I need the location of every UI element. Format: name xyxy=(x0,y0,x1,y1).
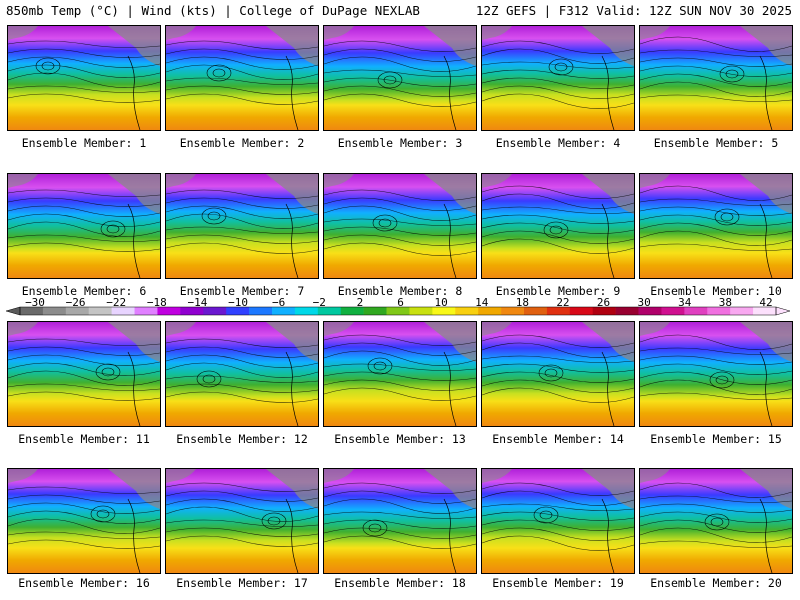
ensemble-member-map xyxy=(481,468,635,574)
ensemble-member-map xyxy=(323,468,477,574)
colorbar-swatch xyxy=(684,307,708,315)
run-valid-time: 12Z GEFS | F312 Valid: 12Z SUN NOV 30 20… xyxy=(475,3,792,18)
colorbar-tick-label: 34 xyxy=(678,296,692,309)
colorbar-swatch xyxy=(638,307,662,315)
ensemble-member-label: Ensemble Member: 8 xyxy=(337,284,463,298)
ensemble-member-map xyxy=(639,173,793,279)
colorbar-swatch xyxy=(272,307,296,315)
temperature-colorbar: −30 −26 −22 −18 −14 −10 −6 −2 2 6 10 14 18 22 26 30 34 38… xyxy=(5,296,791,316)
colorbar-swatch xyxy=(294,307,319,315)
colorbar-tick-label: 42 xyxy=(759,296,772,309)
ensemble-member-label: Ensemble Member: 2 xyxy=(179,136,305,150)
colorbar-tick-label: 22 xyxy=(556,296,569,309)
ensemble-member-map xyxy=(165,25,319,131)
ensemble-member-label: Ensemble Member: 18 xyxy=(334,576,466,590)
colorbar-tick-label: −2 xyxy=(313,296,326,309)
colorbar-tick-label: −26 xyxy=(66,296,86,309)
ensemble-member-label: Ensemble Member: 15 xyxy=(650,432,782,446)
ensemble-member-map xyxy=(323,25,477,131)
ensemble-member-label: Ensemble Member: 17 xyxy=(176,576,308,590)
ensemble-member-label: Ensemble Member: 11 xyxy=(18,432,150,446)
ensemble-member-map xyxy=(323,321,477,427)
ensemble-member-map xyxy=(7,173,161,279)
colorbar-swatch xyxy=(478,307,502,315)
colorbar-swatch xyxy=(546,307,571,315)
ensemble-member-map xyxy=(639,25,793,131)
ensemble-member-label: Ensemble Member: 16 xyxy=(18,576,150,590)
ensemble-member-map xyxy=(165,468,319,574)
ensemble-member-map xyxy=(323,173,477,279)
colorbar-swatch xyxy=(455,307,479,315)
colorbar-tick-label: 10 xyxy=(434,296,447,309)
colorbar-tick-label: −30 xyxy=(25,296,45,309)
ensemble-member-map xyxy=(639,321,793,427)
colorbar-tick-label: 2 xyxy=(357,296,364,309)
ensemble-member-map xyxy=(7,25,161,131)
colorbar-swatch xyxy=(386,307,410,315)
ensemble-member-label: Ensemble Member: 1 xyxy=(21,136,147,150)
colorbar-swatch xyxy=(501,307,525,315)
colorbar-swatch xyxy=(753,307,777,315)
colorbar-swatch xyxy=(203,307,227,315)
colorbar-swatch xyxy=(569,307,594,315)
ensemble-member-map xyxy=(639,468,793,574)
colorbar-swatch xyxy=(180,307,204,315)
colorbar-swatch xyxy=(20,307,44,315)
colorbar-max-arrow xyxy=(775,306,791,316)
ensemble-member-map xyxy=(481,25,635,131)
ensemble-member-map xyxy=(481,173,635,279)
colorbar-swatch xyxy=(226,307,250,315)
colorbar-tick-label: 18 xyxy=(516,296,529,309)
ensemble-member-label: Ensemble Member: 4 xyxy=(495,136,621,150)
colorbar-tick-label: 6 xyxy=(397,296,404,309)
colorbar-swatch xyxy=(340,307,364,315)
ensemble-member-map xyxy=(7,468,161,574)
colorbar-swatch xyxy=(409,307,433,315)
colorbar-swatch xyxy=(432,307,456,315)
colorbar-swatch xyxy=(707,307,731,315)
ensemble-member-label: Ensemble Member: 9 xyxy=(495,284,621,298)
colorbar-tick-label: −10 xyxy=(228,296,248,309)
colorbar-tick-label: −14 xyxy=(188,296,208,309)
ensemble-member-label: Ensemble Member: 14 xyxy=(492,432,624,446)
ensemble-member-label: Ensemble Member: 12 xyxy=(176,432,308,446)
colorbar-swatch xyxy=(317,307,342,315)
colorbar-swatch xyxy=(111,307,135,315)
colorbar-swatch xyxy=(363,307,387,315)
chart-title: 850mb Temp (°C) | Wind (kts) | College o… xyxy=(6,3,420,18)
colorbar-swatch xyxy=(661,307,685,315)
ensemble-member-label: Ensemble Member: 10 xyxy=(650,284,782,298)
ensemble-member-label: Ensemble Member: 20 xyxy=(650,576,782,590)
colorbar-tick-label: 26 xyxy=(597,296,610,309)
colorbar-swatch xyxy=(524,307,548,315)
ensemble-member-label: Ensemble Member: 5 xyxy=(653,136,779,150)
colorbar-swatch xyxy=(249,307,273,315)
colorbar-tick-label: 30 xyxy=(638,296,651,309)
colorbar-swatch xyxy=(42,307,67,315)
colorbar-swatch xyxy=(88,307,112,315)
ensemble-member-label: Ensemble Member: 13 xyxy=(334,432,466,446)
ensemble-member-map xyxy=(165,321,319,427)
colorbar-tick-label: 38 xyxy=(719,296,732,309)
colorbar-swatch xyxy=(730,307,754,315)
colorbar-swatch xyxy=(615,307,639,315)
ensemble-member-label: Ensemble Member: 6 xyxy=(21,284,147,298)
ensemble-member-map xyxy=(7,321,161,427)
ensemble-member-map xyxy=(481,321,635,427)
colorbar-swatch xyxy=(134,307,158,315)
colorbar-swatch xyxy=(592,307,616,315)
colorbar-tick-label: 14 xyxy=(475,296,489,309)
colorbar-swatch xyxy=(65,307,90,315)
colorbar-tick-label: −22 xyxy=(106,296,126,309)
ensemble-member-map xyxy=(165,173,319,279)
ensemble-member-label: Ensemble Member: 3 xyxy=(337,136,463,150)
colorbar-tick-label: −6 xyxy=(272,296,285,309)
ensemble-member-label: Ensemble Member: 7 xyxy=(179,284,305,298)
colorbar-min-arrow xyxy=(5,306,21,316)
ensemble-member-label: Ensemble Member: 19 xyxy=(492,576,624,590)
colorbar-swatch xyxy=(157,307,181,315)
colorbar-tick-label: −18 xyxy=(147,296,167,309)
